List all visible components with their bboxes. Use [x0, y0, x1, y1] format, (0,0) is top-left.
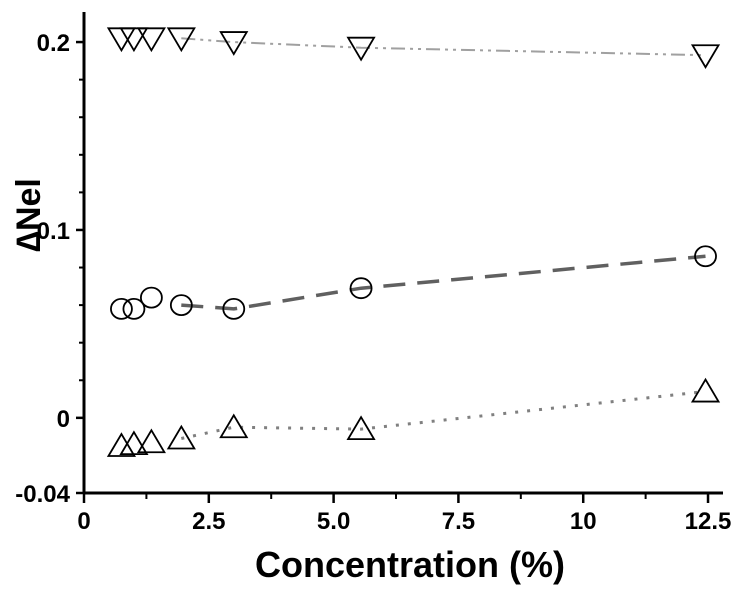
- data-point: [136, 428, 166, 454]
- y-tick-label: 0.1: [37, 218, 70, 245]
- data-point: [346, 36, 376, 62]
- data-point: [219, 31, 249, 56]
- data-point: [690, 44, 721, 69]
- axes: [82, 12, 723, 495]
- data-point: [110, 297, 133, 320]
- data-point: [106, 27, 137, 53]
- series-lines: [180, 37, 706, 440]
- y-axis-title: ∆Nel: [10, 178, 48, 252]
- data-point: [690, 377, 721, 403]
- y-tick-label: -0.04: [15, 481, 70, 508]
- y-tick-label: 0.2: [37, 30, 70, 57]
- data-point: [122, 297, 146, 320]
- series-line: [181, 254, 706, 311]
- delta-symbol: ∆: [10, 231, 48, 252]
- data-point: [222, 297, 246, 320]
- data-point: [166, 27, 196, 53]
- data-point: [169, 294, 193, 317]
- x-tick-label: 12.5: [685, 508, 732, 535]
- x-tick-label: 10: [570, 508, 597, 535]
- y-axis-label: Nel: [10, 178, 48, 231]
- data-point: [694, 245, 717, 268]
- series-line: [181, 37, 706, 57]
- data-point: [349, 277, 373, 300]
- y-axis-title-text: ∆Nel: [10, 178, 48, 252]
- x-tick-label: 2.5: [192, 508, 225, 535]
- y-tick-label: 0: [57, 406, 70, 433]
- x-tick-label: 5.0: [317, 508, 350, 535]
- data-point: [346, 415, 376, 441]
- series-line: [180, 390, 706, 440]
- data-point: [166, 424, 196, 450]
- data-point: [119, 430, 149, 456]
- x-tick-label: 0: [77, 508, 90, 535]
- data-point: [139, 286, 163, 309]
- data-point: [136, 27, 166, 53]
- ticks: [76, 40, 710, 503]
- x-axis-title: Concentration (%): [255, 544, 565, 585]
- markers: [106, 27, 721, 457]
- data-point: [119, 27, 149, 53]
- tick-labels: 0 2.5 5.0 7.5 10 12.5 -0.04 0 0.1 0.2: [15, 30, 731, 535]
- data-point: [219, 413, 249, 439]
- data-point: [106, 432, 137, 457]
- x-tick-label: 7.5: [442, 508, 475, 535]
